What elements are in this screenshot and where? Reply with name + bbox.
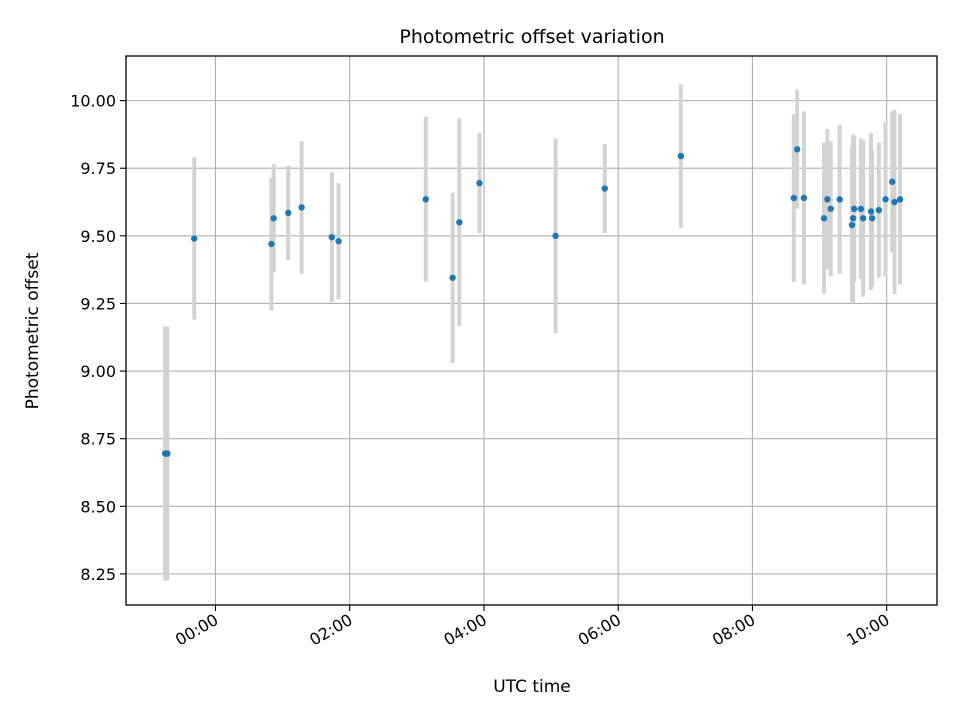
y-tick-label: 9.25 (80, 294, 116, 313)
data-point (867, 208, 875, 215)
data-point (849, 215, 857, 222)
data-point (449, 274, 456, 281)
data-point (882, 196, 889, 203)
data-point (790, 194, 798, 202)
data-point (891, 198, 898, 206)
data-point (285, 209, 292, 217)
data-point (875, 206, 883, 214)
grid-lines (126, 56, 937, 605)
y-axis-ticks: 8.25 8.50 8.75 9.00 9.25 9.50 9.75 10.00 (70, 92, 126, 584)
y-tick-label: 8.50 (80, 497, 116, 516)
data-point (800, 194, 808, 202)
data-point (268, 240, 275, 248)
data-point (191, 235, 198, 242)
data-point (298, 204, 305, 211)
data-point (328, 233, 336, 241)
data-point (836, 196, 843, 203)
x-axis-label: UTC time (493, 677, 571, 697)
y-axis-label: Photometric offset (23, 252, 43, 409)
data-point (552, 232, 559, 240)
data-point (859, 215, 867, 222)
data-point (270, 215, 277, 222)
chart-title: Photometric offset variation (399, 26, 664, 48)
data-point (820, 215, 828, 222)
data-point (896, 196, 904, 203)
y-tick-label: 10.00 (70, 92, 116, 111)
data-point (868, 215, 876, 222)
data-point (793, 146, 801, 153)
plot-frame (125, 55, 938, 606)
y-tick-label: 8.25 (80, 565, 116, 584)
data-point (335, 238, 342, 245)
y-tick-label: 9.75 (80, 159, 116, 178)
data-point (848, 221, 856, 229)
y-tick-label: 9.00 (80, 362, 116, 381)
data-point (601, 185, 608, 192)
data-point (889, 178, 896, 185)
data-point (827, 205, 834, 213)
data-point (456, 219, 463, 226)
data-point (422, 196, 429, 203)
data-point (476, 179, 483, 187)
data-point (677, 152, 685, 160)
data-point (164, 450, 171, 457)
data-point (851, 205, 858, 213)
y-tick-label: 9.50 (80, 227, 116, 246)
data-point (857, 205, 865, 213)
y-tick-label: 8.75 (80, 430, 116, 449)
data-point (824, 196, 831, 203)
data-points (161, 146, 904, 457)
